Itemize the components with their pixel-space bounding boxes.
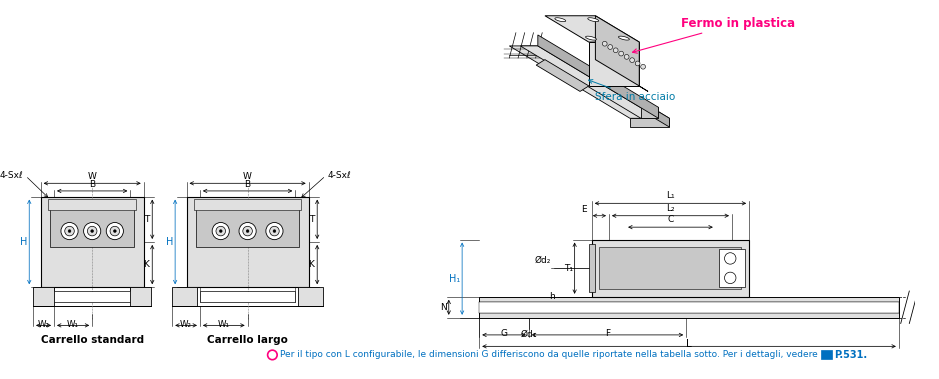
Text: W: W (87, 172, 97, 182)
Bar (298, 287, 323, 306)
Bar (187, 197, 309, 287)
Circle shape (602, 41, 608, 46)
Bar (200, 291, 295, 302)
Text: G: G (500, 329, 508, 338)
Text: Sfera in acciaio: Sfera in acciaio (589, 80, 675, 102)
Polygon shape (520, 46, 658, 118)
Text: H: H (20, 237, 27, 247)
Circle shape (65, 226, 74, 236)
Text: K: K (309, 260, 315, 269)
Text: P.531.: P.531. (834, 350, 867, 360)
Text: 4-Sxℓ: 4-Sxℓ (0, 171, 23, 180)
Text: Carrello standard: Carrello standard (40, 335, 144, 345)
Text: Per il tipo con L configurabile, le dimensioni G differiscono da quelle riportat: Per il tipo con L configurabile, le dime… (280, 351, 818, 359)
Polygon shape (595, 60, 648, 91)
Text: B: B (89, 180, 95, 189)
Circle shape (110, 226, 119, 236)
Circle shape (640, 64, 645, 69)
Text: W: W (243, 172, 252, 182)
Circle shape (243, 226, 253, 236)
Polygon shape (555, 18, 566, 22)
Text: W₁: W₁ (218, 320, 230, 329)
Polygon shape (586, 36, 596, 40)
Circle shape (608, 45, 612, 49)
Text: K: K (144, 260, 149, 269)
Circle shape (114, 230, 116, 232)
Circle shape (69, 230, 71, 232)
Text: L: L (686, 339, 692, 349)
Polygon shape (548, 46, 670, 127)
Circle shape (216, 226, 225, 236)
Bar (194, 199, 301, 210)
Circle shape (61, 222, 78, 240)
Circle shape (239, 222, 256, 240)
Circle shape (246, 230, 249, 232)
Text: H₁: H₁ (449, 274, 460, 283)
Bar (48, 199, 136, 210)
Polygon shape (545, 16, 639, 42)
Polygon shape (630, 118, 670, 127)
Circle shape (273, 230, 276, 232)
Text: h: h (549, 292, 555, 301)
Text: i: i (270, 351, 274, 359)
Polygon shape (588, 18, 599, 22)
Circle shape (106, 222, 123, 240)
Bar (50, 202, 134, 247)
Text: W₁: W₁ (67, 320, 79, 329)
Circle shape (725, 253, 736, 264)
Bar (54, 291, 131, 302)
Polygon shape (619, 36, 629, 40)
Text: T: T (144, 215, 149, 224)
Text: Ød₂: Ød₂ (534, 256, 551, 265)
Circle shape (613, 48, 618, 53)
Bar (131, 287, 151, 306)
Bar (589, 244, 594, 292)
Text: T: T (309, 215, 315, 224)
Circle shape (725, 272, 736, 283)
Polygon shape (509, 46, 670, 118)
Text: N: N (440, 303, 447, 312)
Bar (196, 202, 300, 247)
Bar (479, 302, 899, 313)
Bar (821, 350, 832, 359)
Bar (40, 197, 144, 287)
Circle shape (268, 350, 277, 360)
Text: W₂: W₂ (180, 320, 192, 329)
Text: W₂: W₂ (38, 320, 50, 329)
Polygon shape (538, 35, 658, 118)
Text: C: C (668, 215, 673, 224)
Circle shape (87, 226, 97, 236)
Text: Carrello largo: Carrello largo (208, 335, 288, 345)
Bar (718, 249, 746, 287)
Text: Fermo in plastica: Fermo in plastica (633, 17, 795, 53)
Circle shape (619, 51, 623, 56)
Bar (592, 240, 749, 297)
Circle shape (635, 61, 640, 66)
Text: L₁: L₁ (666, 191, 675, 200)
Bar (599, 247, 742, 289)
Circle shape (630, 58, 635, 63)
Text: E: E (581, 205, 587, 214)
Text: F: F (605, 329, 610, 338)
Circle shape (624, 55, 629, 59)
Circle shape (269, 226, 279, 236)
Text: Ød₁: Ød₁ (521, 330, 537, 339)
Polygon shape (536, 60, 589, 91)
Circle shape (220, 230, 223, 232)
Circle shape (212, 222, 229, 240)
Circle shape (91, 230, 94, 232)
Bar (172, 287, 197, 306)
Polygon shape (595, 16, 639, 86)
Text: H: H (166, 237, 173, 247)
Text: B: B (244, 180, 251, 189)
Text: T₁: T₁ (563, 264, 573, 273)
Circle shape (266, 222, 283, 240)
Bar (479, 297, 899, 318)
Text: 4-Sxℓ: 4-Sxℓ (328, 171, 351, 180)
Text: L₂: L₂ (666, 204, 675, 213)
Polygon shape (589, 42, 639, 86)
Circle shape (84, 222, 100, 240)
Bar (33, 287, 54, 306)
Polygon shape (641, 107, 658, 118)
